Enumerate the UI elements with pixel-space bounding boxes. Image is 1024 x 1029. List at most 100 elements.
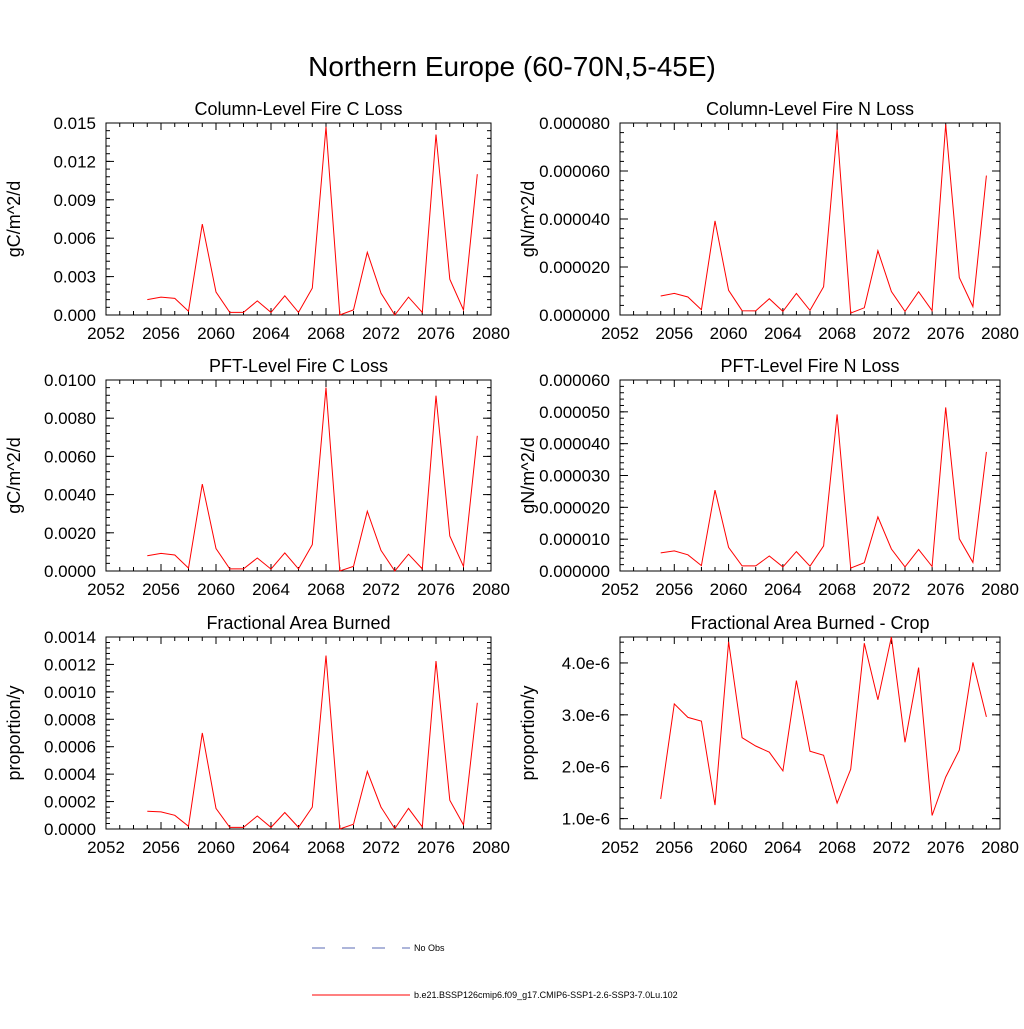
y-tick-label: 0.0100 bbox=[44, 371, 96, 390]
x-tick-label: 2052 bbox=[601, 324, 639, 343]
x-tick-label: 2072 bbox=[362, 838, 400, 857]
x-tick-label: 2072 bbox=[362, 324, 400, 343]
x-tick-label: 2056 bbox=[655, 324, 693, 343]
y-tick-label: 0.000040 bbox=[539, 210, 610, 229]
x-tick-label: 2064 bbox=[252, 838, 290, 857]
x-tick-label: 2060 bbox=[710, 838, 748, 857]
y-tick-label: 0.0006 bbox=[44, 738, 96, 757]
y-axis-label: gC/m^2/d bbox=[4, 437, 24, 513]
series-line bbox=[147, 387, 478, 572]
y-tick-label: 0.009 bbox=[53, 191, 96, 210]
x-tick-label: 2076 bbox=[927, 580, 965, 599]
y-tick-label: 0.015 bbox=[53, 114, 96, 133]
x-tick-label: 2076 bbox=[927, 324, 965, 343]
x-tick-label: 2068 bbox=[818, 580, 856, 599]
y-tick-label: 0.0080 bbox=[44, 409, 96, 428]
y-tick-label: 0.000050 bbox=[539, 403, 610, 422]
y-tick-label: 0.0008 bbox=[44, 710, 96, 729]
y-tick-label: 0.000000 bbox=[539, 306, 610, 325]
x-tick-label: 2080 bbox=[472, 838, 510, 857]
x-tick-label: 2060 bbox=[197, 838, 235, 857]
y-tick-label: 0.000040 bbox=[539, 435, 610, 454]
y-tick-label: 0.0002 bbox=[44, 793, 96, 812]
x-tick-label: 2060 bbox=[197, 324, 235, 343]
y-tick-label: 0.000030 bbox=[539, 467, 610, 486]
x-tick-label: 2076 bbox=[417, 324, 455, 343]
x-tick-label: 2064 bbox=[764, 580, 802, 599]
x-tick-label: 2056 bbox=[142, 838, 180, 857]
figure-title: Northern Europe (60-70N,5-45E) bbox=[308, 51, 716, 82]
x-tick-label: 2052 bbox=[87, 324, 125, 343]
x-tick-label: 2056 bbox=[655, 580, 693, 599]
x-tick-label: 2060 bbox=[710, 580, 748, 599]
y-tick-label: 0.012 bbox=[53, 152, 96, 171]
series-line bbox=[147, 655, 478, 830]
series-line bbox=[660, 636, 987, 816]
y-tick-label: 0.000060 bbox=[539, 162, 610, 181]
chart-panel-6: Fractional Area Burned - Crop proportion/… bbox=[518, 613, 1019, 857]
x-tick-label: 2056 bbox=[142, 324, 180, 343]
x-tick-label: 2064 bbox=[252, 324, 290, 343]
x-tick-label: 2052 bbox=[601, 580, 639, 599]
panel-title: PFT-Level Fire N Loss bbox=[720, 356, 899, 376]
x-tick-label: 2068 bbox=[307, 324, 345, 343]
y-tick-label: 1.0e-6 bbox=[562, 810, 610, 829]
y-tick-label: 0.0012 bbox=[44, 655, 96, 674]
y-axis-label: gN/m^2/d bbox=[518, 437, 538, 513]
y-tick-label: 0.000020 bbox=[539, 498, 610, 517]
x-tick-label: 2072 bbox=[873, 838, 911, 857]
y-tick-label: 0.0020 bbox=[44, 524, 96, 543]
x-tick-label: 2056 bbox=[142, 580, 180, 599]
chart-panel-1: Column-Level Fire C Loss gC/m^2/d 2052 2056… bbox=[4, 99, 510, 343]
panel-title: Column-Level Fire C Loss bbox=[194, 99, 402, 119]
y-axis-label: proportion/y bbox=[518, 685, 538, 780]
y-tick-label: 3.0e-6 bbox=[562, 706, 610, 725]
x-tick-label: 2076 bbox=[927, 838, 965, 857]
y-tick-label: 0.0000 bbox=[44, 562, 96, 581]
legend-label-1: No Obs bbox=[414, 943, 445, 953]
x-tick-label: 2064 bbox=[764, 324, 802, 343]
x-tick-label: 2068 bbox=[818, 324, 856, 343]
chart-panel-5: Fractional Area Burned proportion/y 2052 20… bbox=[4, 613, 510, 857]
y-tick-label: 0.0040 bbox=[44, 486, 96, 505]
x-tick-label: 2060 bbox=[197, 580, 235, 599]
x-tick-label: 2080 bbox=[472, 324, 510, 343]
panel-title: Fractional Area Burned - Crop bbox=[690, 613, 929, 633]
x-tick-label: 2076 bbox=[417, 838, 455, 857]
x-tick-label: 2068 bbox=[307, 580, 345, 599]
y-tick-label: 0.000 bbox=[53, 306, 96, 325]
y-axis-label: gN/m^2/d bbox=[518, 181, 538, 257]
x-tick-label: 2080 bbox=[981, 838, 1019, 857]
y-tick-label: 0.0000 bbox=[44, 820, 96, 839]
x-tick-label: 2068 bbox=[307, 838, 345, 857]
x-tick-label: 2076 bbox=[417, 580, 455, 599]
y-tick-label: 0.000020 bbox=[539, 258, 610, 277]
x-tick-label: 2080 bbox=[981, 324, 1019, 343]
x-tick-label: 2052 bbox=[87, 838, 125, 857]
y-tick-label: 0.003 bbox=[53, 268, 96, 287]
x-tick-label: 2056 bbox=[655, 838, 693, 857]
y-tick-label: 0.0014 bbox=[44, 628, 96, 647]
y-tick-label: 2.0e-6 bbox=[562, 758, 610, 777]
panel-title: PFT-Level Fire C Loss bbox=[209, 356, 388, 376]
chart-panel-3: PFT-Level Fire C Loss gC/m^2/d 2052 2056 206… bbox=[4, 356, 510, 599]
y-tick-label: 4.0e-6 bbox=[562, 654, 610, 673]
x-tick-label: 2068 bbox=[818, 838, 856, 857]
chart-panel-2: Column-Level Fire N Loss gN/m^2/d 2052 2056… bbox=[518, 99, 1019, 343]
legend: No Obs b.e21.BSSP126cmip6.f09_g17.CMIP6-S… bbox=[312, 943, 678, 1000]
x-tick-label: 2064 bbox=[764, 838, 802, 857]
x-tick-label: 2080 bbox=[472, 580, 510, 599]
y-tick-label: 0.000060 bbox=[539, 371, 610, 390]
y-tick-label: 0.0004 bbox=[44, 765, 96, 784]
series-line bbox=[660, 124, 987, 314]
x-tick-label: 2072 bbox=[873, 580, 911, 599]
y-tick-label: 0.0010 bbox=[44, 683, 96, 702]
panels-group: Column-Level Fire C Loss gC/m^2/d 2052 2056… bbox=[4, 99, 1019, 857]
legend-label-2: b.e21.BSSP126cmip6.f09_g17.CMIP6-SSP1-2.… bbox=[414, 990, 678, 1000]
y-tick-label: 0.000010 bbox=[539, 530, 610, 549]
y-tick-label: 0.0060 bbox=[44, 447, 96, 466]
x-tick-label: 2060 bbox=[710, 324, 748, 343]
y-axis-label: gC/m^2/d bbox=[4, 181, 24, 257]
panel-title: Column-Level Fire N Loss bbox=[706, 99, 914, 119]
